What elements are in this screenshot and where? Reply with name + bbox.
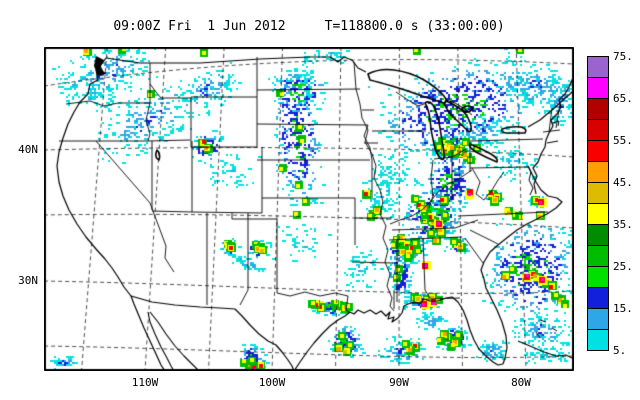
lon-tick-label: 90W — [389, 376, 409, 389]
colorbar-cell — [587, 308, 609, 330]
colorbar — [587, 56, 609, 351]
colorbar-cell — [587, 56, 609, 78]
lon-tick-label: 80W — [511, 376, 531, 389]
colorbar-tick-label: 15. — [613, 302, 633, 315]
colorbar-cell — [587, 329, 609, 351]
colorbar-cell — [587, 77, 609, 99]
lon-tick-label: 110W — [131, 376, 159, 389]
colorbar-cell — [587, 266, 609, 288]
radar-map-canvas — [44, 47, 574, 371]
lat-tick-label: 40N — [18, 143, 38, 156]
colorbar-tick-label: 25. — [613, 260, 633, 273]
colorbar-tick-label: 45. — [613, 176, 633, 189]
colorbar-cell — [587, 182, 609, 204]
colorbar-tick-label: 5. — [613, 344, 627, 357]
colorbar-tick-label: 55. — [613, 134, 633, 147]
colorbar-cell — [587, 224, 609, 246]
colorbar-cell — [587, 287, 609, 309]
plot-title: 09:00Z Fri 1 Jun 2012 T=118800.0 s (33:0… — [113, 19, 505, 34]
colorbar-cell — [587, 245, 609, 267]
colorbar-cell — [587, 119, 609, 141]
colorbar-tick-label: 35. — [613, 218, 633, 231]
colorbar-tick-label: 75. — [613, 50, 633, 63]
colorbar-cell — [587, 161, 609, 183]
colorbar-cell — [587, 203, 609, 225]
colorbar-tick-label: 65. — [613, 92, 633, 105]
lon-tick-label: 100W — [258, 376, 286, 389]
lat-tick-label: 30N — [18, 274, 38, 287]
colorbar-cell — [587, 98, 609, 120]
colorbar-cell — [587, 140, 609, 162]
